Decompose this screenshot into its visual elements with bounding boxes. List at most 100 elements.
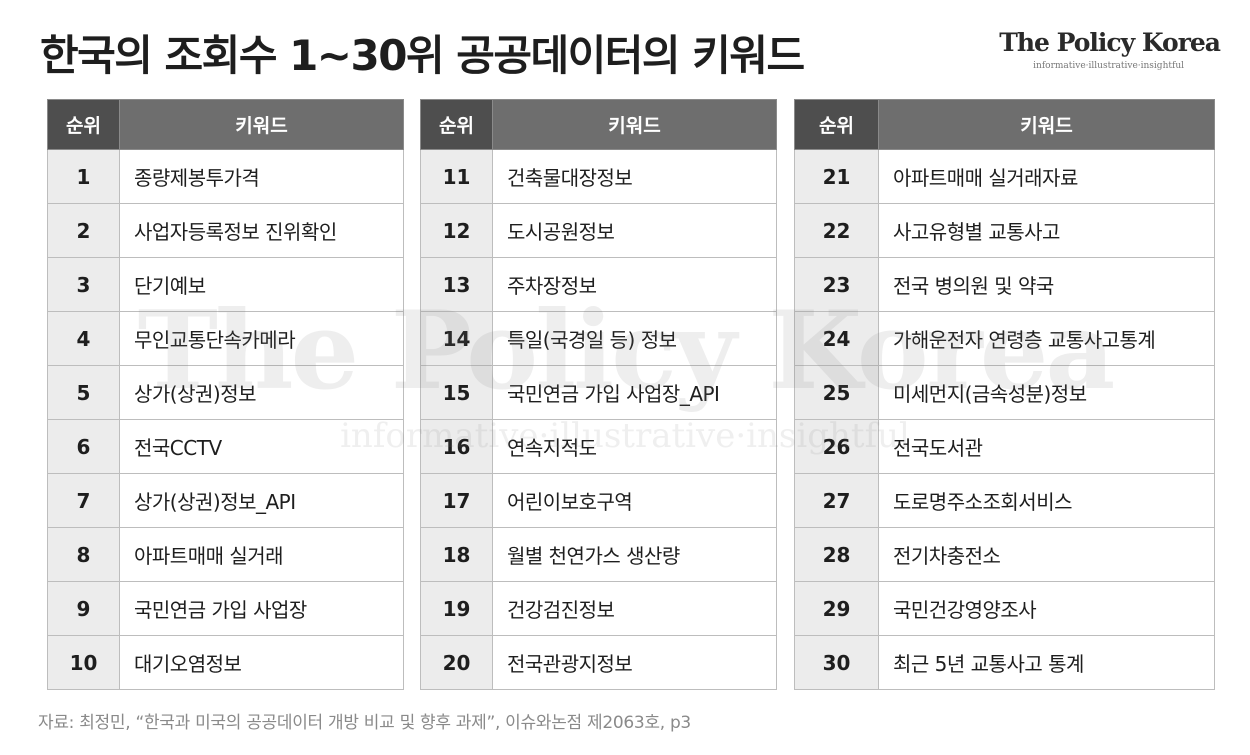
keyword-cell: 단기예보 (119, 257, 404, 312)
keyword-cell: 전국관광지정보 (492, 635, 777, 690)
table-row: 30 최근 5년 교통사고 통계 (794, 635, 1215, 690)
ranking-table-21-30: 순위 키워드 21 아파트매매 실거래자료 22 사고유형별 교통사고 23 전국 병의원… (794, 99, 1215, 690)
table-row: 1 종량제봉투가격 (47, 149, 404, 204)
header-rank: 순위 (47, 99, 120, 150)
table-header-row: 순위 키워드 (420, 99, 777, 150)
table-row: 29 국민건강영양조사 (794, 581, 1215, 636)
rank-cell: 4 (47, 311, 120, 366)
table-header-row: 순위 키워드 (47, 99, 404, 150)
keyword-cell: 월별 천연가스 생산량 (492, 527, 777, 582)
rank-cell: 19 (420, 581, 493, 636)
rank-cell: 18 (420, 527, 493, 582)
rank-cell: 16 (420, 419, 493, 474)
keyword-cell: 건축물대장정보 (492, 149, 777, 204)
table-row: 11 건축물대장정보 (420, 149, 777, 204)
rank-cell: 29 (794, 581, 879, 636)
table-row: 7 상가(상권)정보_API (47, 473, 404, 528)
rank-cell: 11 (420, 149, 493, 204)
table-row: 21 아파트매매 실거래자료 (794, 149, 1215, 204)
keyword-cell: 미세먼지(금속성분)정보 (878, 365, 1215, 420)
keyword-cell: 무인교통단속카메라 (119, 311, 404, 366)
keyword-cell: 사고유형별 교통사고 (878, 203, 1215, 258)
table-row: 24 가해운전자 연령층 교통사고통계 (794, 311, 1215, 366)
keyword-cell: 아파트매매 실거래자료 (878, 149, 1215, 204)
page-title: 한국의 조회수 1~30위 공공데이터의 키워드 (40, 31, 805, 80)
table-row: 22 사고유형별 교통사고 (794, 203, 1215, 258)
rank-cell: 1 (47, 149, 120, 204)
table-row: 23 전국 병의원 및 약국 (794, 257, 1215, 312)
keyword-cell: 가해운전자 연령층 교통사고통계 (878, 311, 1215, 366)
keyword-cell: 종량제봉투가격 (119, 149, 404, 204)
rank-cell: 2 (47, 203, 120, 258)
rank-cell: 17 (420, 473, 493, 528)
keyword-cell: 도시공원정보 (492, 203, 777, 258)
rank-cell: 26 (794, 419, 879, 474)
table-row: 2 사업자등록정보 진위확인 (47, 203, 404, 258)
keyword-cell: 사업자등록정보 진위확인 (119, 203, 404, 258)
rank-cell: 13 (420, 257, 493, 312)
rank-cell: 21 (794, 149, 879, 204)
table-header-row: 순위 키워드 (794, 99, 1215, 150)
keyword-cell: 국민연금 가입 사업장 (119, 581, 404, 636)
rank-cell: 14 (420, 311, 493, 366)
rank-cell: 22 (794, 203, 879, 258)
header-keyword: 키워드 (119, 99, 404, 150)
keyword-cell: 전기차충전소 (878, 527, 1215, 582)
keyword-cell: 상가(상권)정보_API (119, 473, 404, 528)
keyword-cell: 대기오염정보 (119, 635, 404, 690)
table-row: 14 특일(국경일 등) 정보 (420, 311, 777, 366)
table-body: 11 건축물대장정보 12 도시공원정보 13 주차장정보 14 특일(국경일 등) 정보 15… (420, 149, 777, 690)
keyword-cell: 아파트매매 실거래 (119, 527, 404, 582)
table-row: 12 도시공원정보 (420, 203, 777, 258)
table-row: 25 미세먼지(금속성분)정보 (794, 365, 1215, 420)
keyword-cell: 상가(상권)정보 (119, 365, 404, 420)
table-row: 4 무인교통단속카메라 (47, 311, 404, 366)
keyword-cell: 전국 병의원 및 약국 (878, 257, 1215, 312)
table-body: 21 아파트매매 실거래자료 22 사고유형별 교통사고 23 전국 병의원 및 약국 24… (794, 149, 1215, 690)
table-row: 5 상가(상권)정보 (47, 365, 404, 420)
header-rank: 순위 (420, 99, 493, 150)
rank-cell: 27 (794, 473, 879, 528)
keyword-cell: 특일(국경일 등) 정보 (492, 311, 777, 366)
table-row: 10 대기오염정보 (47, 635, 404, 690)
table-body: 1 종량제봉투가격 2 사업자등록정보 진위확인 3 단기예보 4 무인교통단속카메라 5 상가(… (47, 149, 404, 690)
keyword-cell: 도로명주소조회서비스 (878, 473, 1215, 528)
header-keyword: 키워드 (492, 99, 777, 150)
ranking-table-11-20: 순위 키워드 11 건축물대장정보 12 도시공원정보 13 주차장정보 14 특일(국경일 … (420, 99, 777, 690)
rank-cell: 23 (794, 257, 879, 312)
ranking-table-1-10: 순위 키워드 1 종량제봉투가격 2 사업자등록정보 진위확인 3 단기예보 4 무인교통단속… (47, 99, 404, 690)
brand-tagline: informative·illustrative·insightful (1033, 61, 1184, 71)
table-row: 17 어린이보호구역 (420, 473, 777, 528)
rank-cell: 7 (47, 473, 120, 528)
rank-cell: 3 (47, 257, 120, 312)
rank-cell: 24 (794, 311, 879, 366)
keyword-cell: 주차장정보 (492, 257, 777, 312)
table-row: 16 연속지적도 (420, 419, 777, 474)
table-row: 6 전국CCTV (47, 419, 404, 474)
brand-logo: The Policy Korea informative·illustrativ… (980, 28, 1221, 71)
table-row: 20 전국관광지정보 (420, 635, 777, 690)
table-row: 9 국민연금 가입 사업장 (47, 581, 404, 636)
keyword-cell: 국민연금 가입 사업장_API (492, 365, 777, 420)
rank-cell: 28 (794, 527, 879, 582)
rank-cell: 25 (794, 365, 879, 420)
keyword-cell: 전국CCTV (119, 419, 404, 474)
rank-cell: 6 (47, 419, 120, 474)
rank-cell: 5 (47, 365, 120, 420)
source-note: 자료: 최정민, “한국과 미국의 공공데이터 개방 비교 및 향후 과제”, … (38, 713, 691, 733)
table-row: 13 주차장정보 (420, 257, 777, 312)
keyword-cell: 건강검진정보 (492, 581, 777, 636)
keyword-cell: 연속지적도 (492, 419, 777, 474)
table-row: 28 전기차충전소 (794, 527, 1215, 582)
table-row: 15 국민연금 가입 사업장_API (420, 365, 777, 420)
table-row: 8 아파트매매 실거래 (47, 527, 404, 582)
rank-cell: 9 (47, 581, 120, 636)
keyword-cell: 국민건강영양조사 (878, 581, 1215, 636)
rank-cell: 30 (794, 635, 879, 690)
header-rank: 순위 (794, 99, 879, 150)
rank-cell: 12 (420, 203, 493, 258)
keyword-cell: 전국도서관 (878, 419, 1215, 474)
table-row: 3 단기예보 (47, 257, 404, 312)
table-row: 18 월별 천연가스 생산량 (420, 527, 777, 582)
rank-cell: 8 (47, 527, 120, 582)
